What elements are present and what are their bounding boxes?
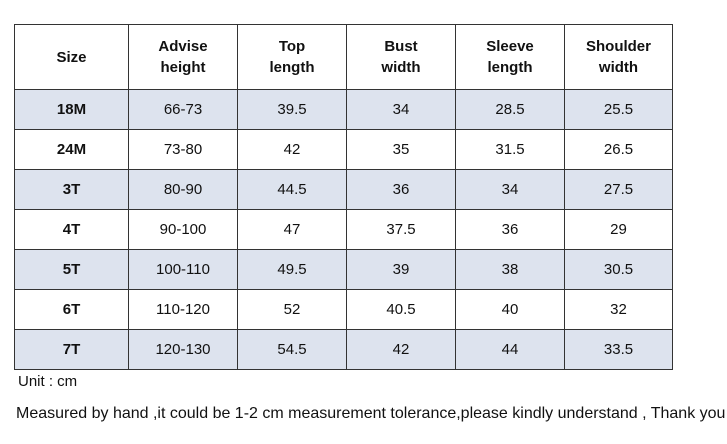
header-text: Top (278, 38, 306, 55)
unit-label: Unit : cm (18, 373, 78, 390)
table-cell: 39 (346, 249, 456, 290)
header-text: width (381, 59, 421, 76)
table-cell: 44 (455, 329, 565, 370)
header-text: length (487, 59, 533, 76)
size-table: Size Advise height Top length Bust width Sleeve… (14, 24, 673, 370)
header-text: Shoulder (585, 38, 651, 55)
table-cell: 73-80 (128, 129, 238, 170)
size-cell: 7T (14, 329, 129, 370)
table-cell: 100-110 (128, 249, 238, 290)
table-cell: 52 (237, 289, 347, 330)
header-cell: Top length (237, 24, 347, 90)
table-cell: 36 (455, 209, 565, 250)
table-row: 6T 110-120 52 40.5 40 32 (14, 289, 673, 330)
note-text: Measured by hand ,it could be 1-2 cm mea… (16, 405, 727, 422)
table-cell: 31.5 (455, 129, 565, 170)
table-row: 5T 100-110 49.5 39 38 30.5 (14, 249, 673, 290)
table-cell: 40.5 (346, 289, 456, 330)
header-text: Size (56, 48, 87, 66)
table-row: 7T 120-130 54.5 42 44 33.5 (14, 329, 673, 370)
table-cell: 28.5 (455, 89, 565, 130)
table-cell: 36 (346, 169, 456, 210)
header-cell: Bust width (346, 24, 456, 90)
size-cell: 6T (14, 289, 129, 330)
table-cell: 90-100 (128, 209, 238, 250)
header-text: width (598, 59, 639, 76)
table-row: 3T 80-90 44.5 36 34 27.5 (14, 169, 673, 210)
table-cell: 32 (564, 289, 673, 330)
table-cell: 38 (455, 249, 565, 290)
header-cell: Size (14, 24, 129, 90)
table-cell: 34 (346, 89, 456, 130)
table-row: 18M 66-73 39.5 34 28.5 25.5 (14, 89, 673, 130)
table-cell: 40 (455, 289, 565, 330)
table-cell: 29 (564, 209, 673, 250)
header-cell: Shoulder width (564, 24, 673, 90)
table-cell: 42 (237, 129, 347, 170)
header-text: height (160, 59, 206, 76)
table-cell: 26.5 (564, 129, 673, 170)
table-cell: 42 (346, 329, 456, 370)
header-cell: Sleeve length (455, 24, 565, 90)
table-cell: 80-90 (128, 169, 238, 210)
table-cell: 39.5 (237, 89, 347, 130)
table-cell: 44.5 (237, 169, 347, 210)
header-text: Advise (158, 38, 208, 55)
table-cell: 27.5 (564, 169, 673, 210)
size-cell: 24M (14, 129, 129, 170)
size-cell: 18M (14, 89, 129, 130)
header-row: Size Advise height Top length Bust width Sleeve… (14, 24, 673, 90)
size-cell: 3T (14, 169, 129, 210)
table-cell: 34 (455, 169, 565, 210)
table-cell: 49.5 (237, 249, 347, 290)
header-cell: Advise height (128, 24, 238, 90)
table-cell: 30.5 (564, 249, 673, 290)
header-text: Bust (384, 38, 418, 55)
table-cell: 25.5 (564, 89, 673, 130)
table-cell: 33.5 (564, 329, 673, 370)
table-row: 4T 90-100 47 37.5 36 29 (14, 209, 673, 250)
table-cell: 37.5 (346, 209, 456, 250)
header-text: Sleeve (486, 38, 534, 55)
size-cell: 5T (14, 249, 129, 290)
size-cell: 4T (14, 209, 129, 250)
table-cell: 35 (346, 129, 456, 170)
table-cell: 47 (237, 209, 347, 250)
header-text: length (269, 59, 315, 76)
table-row: 24M 73-80 42 35 31.5 26.5 (14, 129, 673, 170)
table-cell: 110-120 (128, 289, 238, 330)
table-cell: 54.5 (237, 329, 347, 370)
table-body: Size Advise height Top length Bust width Sleeve… (14, 24, 673, 370)
table-cell: 120-130 (128, 329, 238, 370)
table-cell: 66-73 (128, 89, 238, 130)
